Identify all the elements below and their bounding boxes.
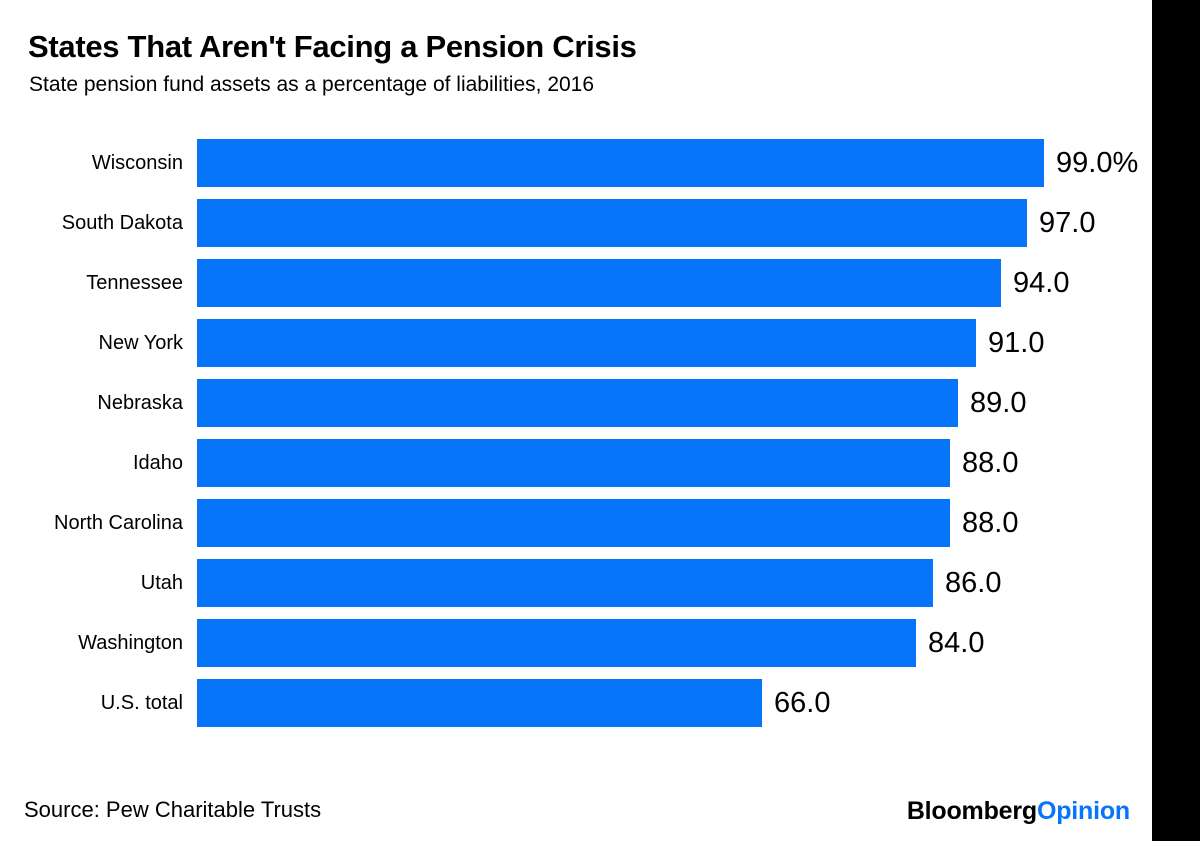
bar-value: 89.0 (970, 386, 1027, 419)
bar-label: Utah (140, 571, 183, 594)
bar (197, 379, 958, 427)
bar-label: New York (98, 331, 184, 354)
bar-row: South Dakota 97.0 (0, 199, 1152, 247)
bar (197, 199, 1027, 247)
bar-row: Tennessee 94.0 (0, 259, 1152, 307)
bar-value: 86.0 (945, 566, 1002, 599)
bar (197, 319, 976, 367)
bar-value: 91.0 (988, 326, 1045, 359)
source-note: Source: Pew Charitable Trusts (24, 797, 322, 822)
right-black-band (1152, 0, 1200, 841)
bar-label: Washington (78, 631, 183, 654)
bar (197, 439, 950, 487)
bar-label: Idaho (132, 451, 183, 474)
bar-row: Washington 84.0 (0, 619, 1152, 667)
bar-value: 88.0 (962, 446, 1019, 479)
bar-value: 88.0 (962, 506, 1019, 539)
bar (197, 499, 950, 547)
bar-row: Idaho 88.0 (0, 439, 1152, 487)
bar-label: Tennessee (86, 271, 183, 294)
bar-label: U.S. total (100, 691, 183, 714)
bar-row: New York 91.0 (0, 319, 1152, 367)
chart-title: States That Aren't Facing a Pension Cris… (28, 29, 637, 64)
chart-subtitle: State pension fund assets as a percentag… (29, 73, 595, 96)
bar-row: Wisconsin 99.0% (0, 139, 1152, 187)
bar-row: North Carolina 88.0 (0, 499, 1152, 547)
bloomberg-wordmark: Bloomberg (906, 797, 1037, 825)
bar-row: U.S. total 66.0 (0, 679, 1152, 727)
bar-label: North Carolina (54, 511, 183, 534)
bar (197, 619, 916, 667)
bar-row: Nebraska 89.0 (0, 379, 1152, 427)
opinion-wordmark: Opinion (1036, 797, 1130, 825)
bar-value: 97.0 (1039, 206, 1096, 239)
bar-label: South Dakota (61, 211, 183, 234)
bloomberg-opinion-logo: BloombergOpinion (906, 797, 1130, 826)
bar-value: 99.0% (1056, 146, 1139, 179)
bar (197, 559, 933, 607)
bar (197, 259, 1001, 307)
bar (197, 139, 1044, 187)
bar-value: 84.0 (928, 626, 985, 659)
bar (197, 679, 762, 727)
bar-value: 94.0 (1013, 266, 1070, 299)
bar-value: 66.0 (774, 686, 831, 719)
bar-row: Utah 86.0 (0, 559, 1152, 607)
plot-area: Wisconsin 99.0% South Dakota 97.0 Tennessee 9… (0, 139, 1152, 727)
bar-label: Nebraska (97, 391, 183, 414)
bar-label: Wisconsin (91, 151, 183, 174)
